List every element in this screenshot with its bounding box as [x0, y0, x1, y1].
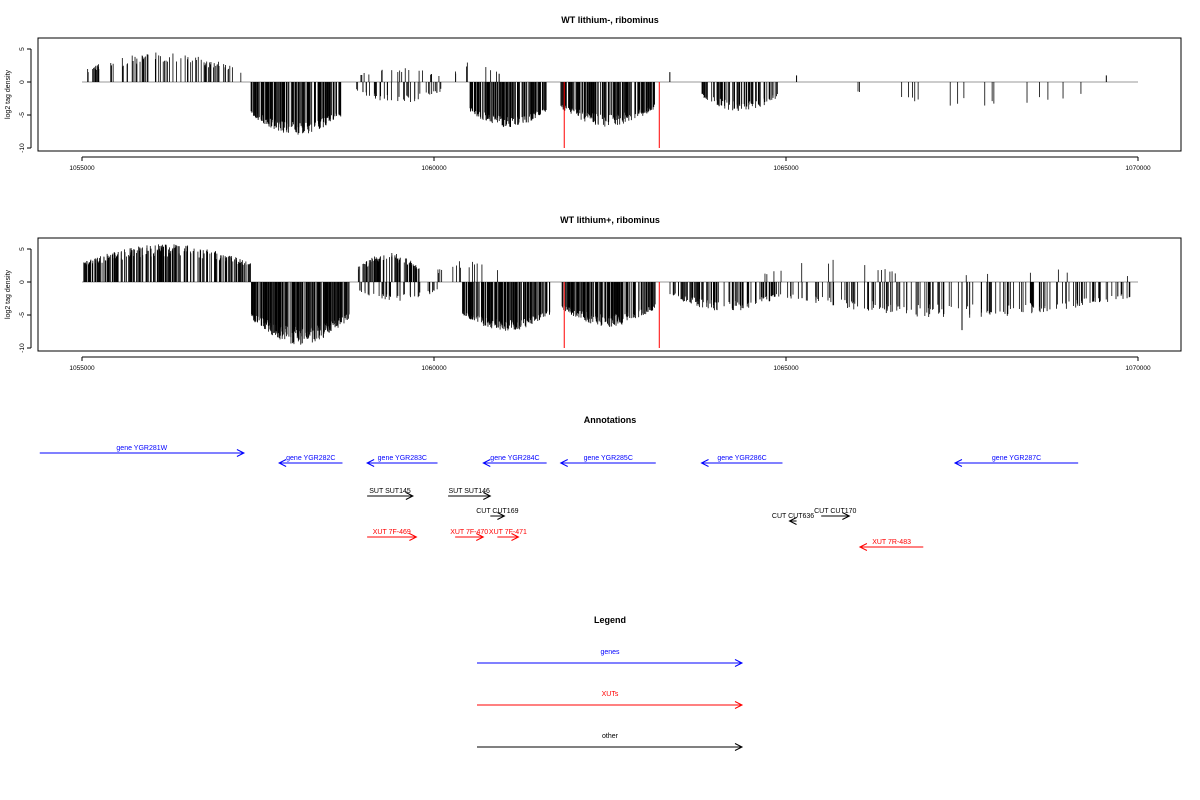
- legend-label: other: [602, 733, 619, 740]
- x-tick-label: 1065000: [773, 365, 799, 372]
- feature-arrow: [367, 492, 414, 500]
- feature-label: SUT SUT146: [448, 488, 490, 495]
- y-tick-label: 0: [19, 280, 26, 284]
- axes: 1055000 1060000 1065000 1070000 5 0 -5 -10: [19, 247, 1151, 372]
- annotation-features: gene YGR281W gene YGR282C gene YGR283C gene…: [39, 445, 1079, 551]
- feature-label: CUT CUT170: [814, 508, 856, 515]
- legend-arrow: [477, 701, 744, 709]
- annotations-title: Annotations: [584, 415, 637, 425]
- feature-arrow: [448, 492, 492, 500]
- legend-entries: genes XUTs other: [477, 649, 744, 751]
- y-tick-label: -5: [19, 112, 26, 118]
- feature-arrow: [821, 512, 851, 520]
- y-axis-label: log2 tag density: [5, 269, 12, 319]
- feature-arrow: [482, 459, 547, 467]
- legend-arrow: [477, 743, 744, 751]
- y-tick-label: 5: [19, 247, 26, 251]
- plot-frame: [37, 37, 1182, 152]
- feature-arrow: [953, 459, 1079, 467]
- feature-label: XUT 7F-470: [450, 529, 488, 536]
- legend-label: XUTs: [602, 691, 619, 698]
- feature-label: XUT 7F-471: [489, 529, 527, 536]
- feature-label: gene YGR287C: [992, 455, 1041, 462]
- legend-label: genes: [600, 649, 620, 656]
- axes: 1055000 1060000 1065000 1070000 5 0 -5 -10: [19, 47, 1151, 172]
- feature-arrow: [559, 459, 656, 467]
- feature-arrow: [858, 543, 924, 551]
- feature-label: SUT SUT145: [369, 488, 411, 495]
- feature-arrow: [455, 533, 485, 541]
- feature-arrow: [788, 517, 797, 525]
- panel-title: WT lithium-, ribominus: [561, 15, 659, 25]
- plot-frame: [37, 237, 1182, 352]
- x-tick-label: 1055000: [69, 165, 95, 172]
- feature-arrow: [367, 533, 418, 541]
- y-tick-label: -10: [19, 143, 26, 153]
- feature-arrow: [497, 533, 520, 541]
- y-axis-label: log2 tag density: [5, 69, 12, 119]
- feature-arrow: [39, 449, 246, 457]
- panel-title: WT lithium+, ribominus: [560, 215, 660, 225]
- density-bars: [82, 244, 1138, 348]
- density-bars: [82, 52, 1138, 148]
- legend-panel: Legend genes XUTs other: [477, 615, 744, 751]
- feature-label: XUT 7F-469: [373, 529, 411, 536]
- x-tick-label: 1060000: [421, 365, 447, 372]
- feature-label: gene YGR284C: [490, 455, 539, 462]
- y-tick-label: -10: [19, 343, 26, 353]
- feature-arrow: [278, 459, 343, 467]
- y-tick-label: 5: [19, 47, 26, 51]
- feature-label: gene YGR282C: [286, 455, 335, 462]
- feature-arrow: [700, 459, 783, 467]
- feature-label: CUT CUT169: [476, 508, 518, 515]
- x-tick-label: 1070000: [1125, 165, 1151, 172]
- feature-label: gene YGR285C: [584, 455, 633, 462]
- legend-title: Legend: [594, 615, 626, 625]
- x-tick-label: 1065000: [773, 165, 799, 172]
- feature-label: gene YGR286C: [717, 455, 766, 462]
- y-tick-label: 0: [19, 80, 26, 84]
- y-tick-label: -5: [19, 312, 26, 318]
- x-tick-label: 1060000: [421, 165, 447, 172]
- feature-arrow: [366, 459, 438, 467]
- x-tick-label: 1055000: [69, 365, 95, 372]
- feature-label: CUT CUT636: [772, 513, 814, 520]
- density-panel-lithium-minus: WT lithium-, ribominus log2 tag density …: [5, 15, 1182, 172]
- x-tick-label: 1070000: [1125, 365, 1151, 372]
- density-panel-lithium-plus: WT lithium+, ribominus log2 tag density …: [5, 215, 1182, 372]
- legend-arrow: [477, 659, 744, 667]
- feature-label: gene YGR281W: [116, 445, 167, 452]
- feature-label: XUT 7R-483: [872, 539, 911, 546]
- feature-label: gene YGR283C: [378, 455, 427, 462]
- feature-arrow: [490, 512, 506, 520]
